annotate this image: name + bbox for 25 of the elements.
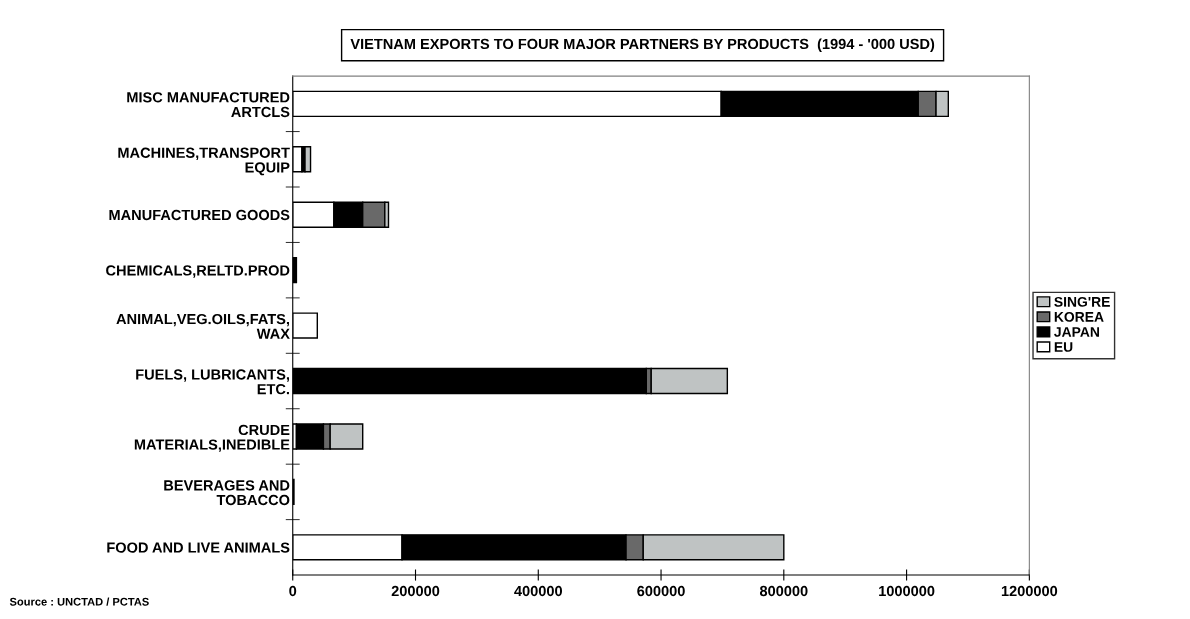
bar bbox=[304, 146, 312, 173]
legend-label: JAPAN bbox=[1054, 327, 1099, 337]
y-tick-label: MISC MANUFACTURED ARTCLS bbox=[127, 92, 290, 118]
y-tick-label: FUELS, LUBRICANTS, ETC. bbox=[136, 369, 289, 395]
source-note: Source : UNCTAD / PCTAS bbox=[9, 597, 149, 606]
y-tick-label: FOOD AND LIVE ANIMALS bbox=[107, 542, 290, 553]
x-tick-label: 1200000 bbox=[1001, 585, 1058, 597]
x-tick-label: 400000 bbox=[514, 585, 563, 597]
y-tick-label: BEVERAGES AND TOBACCO bbox=[164, 480, 290, 506]
legend-label: SING'RE bbox=[1054, 296, 1110, 307]
bar bbox=[650, 367, 729, 395]
x-tick-label: 200000 bbox=[391, 585, 440, 597]
x-tick-label: 600000 bbox=[637, 585, 685, 597]
y-tick-label: MANUFACTURED GOODS bbox=[109, 209, 290, 221]
y-tick-label: MACHINES,TRANSPORT EQUIP bbox=[118, 147, 290, 176]
bar bbox=[295, 423, 325, 450]
x-tick-label: 0 bbox=[289, 585, 297, 597]
chart-title: VIETNAM EXPORTS TO FOUR MAJOR PARTNERS BY PRODUCTS (1994 - '000 USD) bbox=[350, 38, 935, 52]
legend-label: KOREA bbox=[1054, 311, 1104, 322]
y-tick-label: CHEMICALS,RELTD.PROD bbox=[106, 265, 290, 278]
x-tick-label: 1000000 bbox=[879, 585, 935, 597]
legend-label: EU bbox=[1054, 342, 1073, 352]
x-tick-label: 800000 bbox=[759, 585, 808, 597]
y-tick-label: ANIMAL,VEG.OILS,FATS, WAX bbox=[116, 313, 290, 339]
y-tick-label: CRUDE MATERIALS,INEDIBLE bbox=[134, 424, 290, 452]
